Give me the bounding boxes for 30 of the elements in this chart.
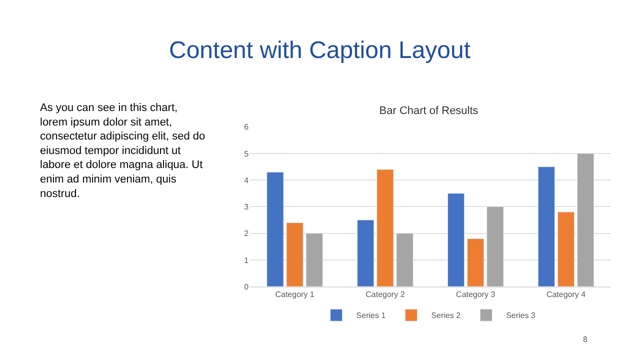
y-tick-label: 4 [244,176,250,185]
bar [486,206,504,287]
y-tick-label: 1 [244,256,250,265]
bar [376,169,394,287]
x-tick-label: Category 3 [456,290,496,300]
y-tick-label: 2 [244,229,250,238]
bar [577,153,594,287]
y-tick-label: 5 [244,149,250,158]
y-tick-label: 3 [244,202,250,212]
bar [396,233,414,287]
legend-label: Series 3 [506,311,536,320]
bar [557,212,575,287]
x-tick-label: Category 1 [275,290,315,300]
text: 8 [583,335,588,344]
chart-title: Bar Chart of Results [379,104,479,117]
bar [266,172,284,287]
y-tick-label: 6 [244,122,250,132]
legend-label: Series 2 [431,311,462,320]
bar [286,222,304,287]
legend-label: Series 1 [356,311,386,320]
bar [447,193,465,287]
y-tick-label: 0 [244,282,250,292]
x-tick-label: Category 4 [546,290,586,300]
bar [357,220,374,287]
text: As you can see in this chart, lorem ipsum dolor sit amet, consectetur adipiscing elit, sed do eiusmod tempor incididunt ut labore et dolore magna aliqua. Ut enim ad minim veniam, quis nostrud. [40,102,206,200]
text: Content with Caption Layout [169,37,471,64]
x-tick-label: Category 2 [366,290,406,300]
bar [538,166,555,287]
bar [467,238,484,287]
bar [306,233,323,287]
